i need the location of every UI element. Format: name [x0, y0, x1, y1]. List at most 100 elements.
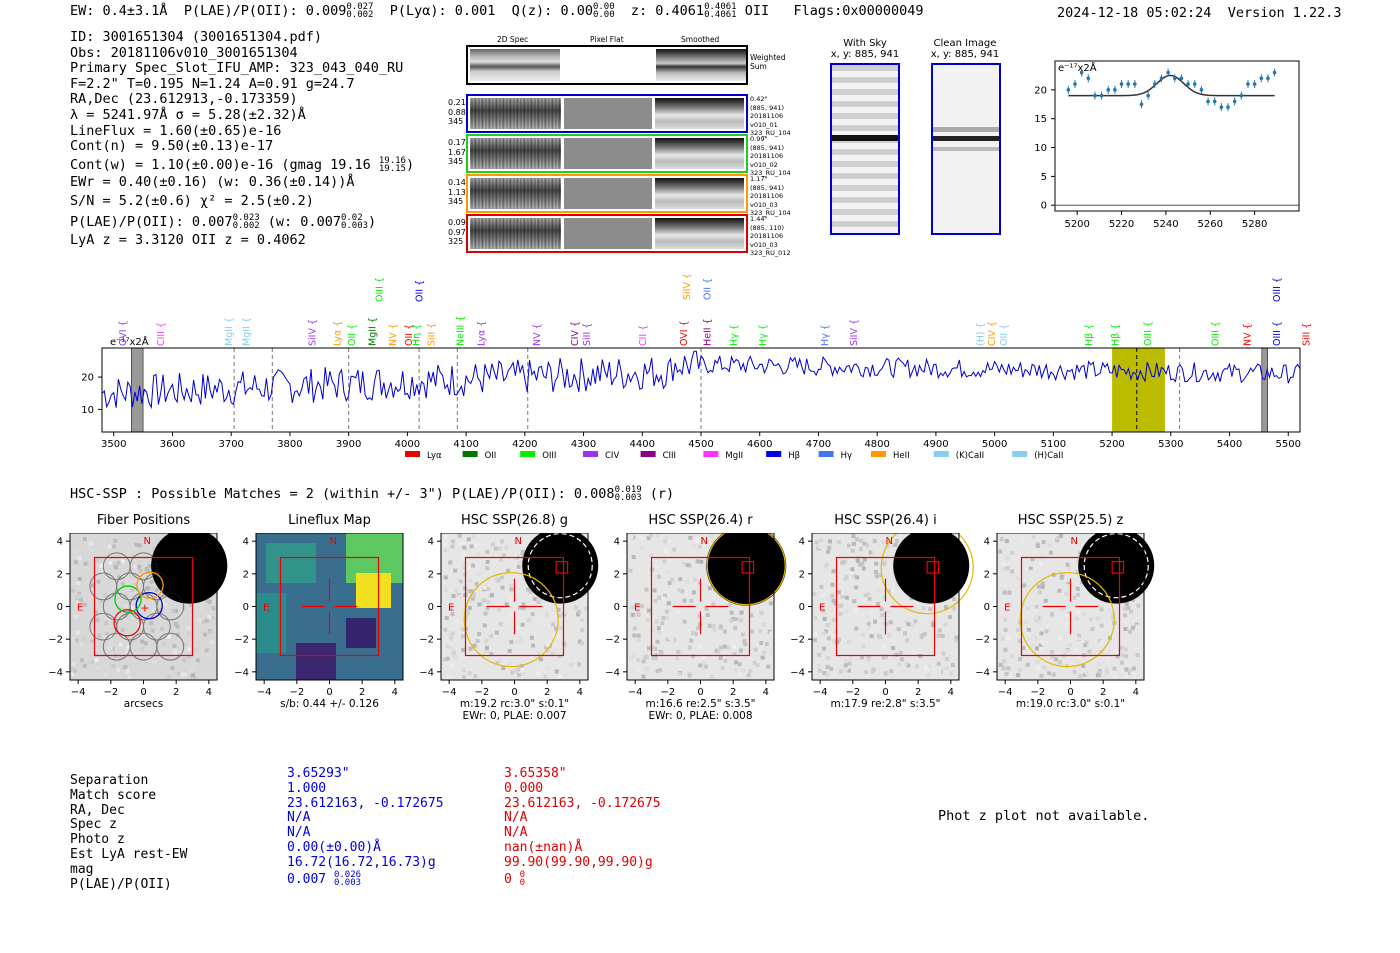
- svg-text:OII {: OII {: [999, 324, 1010, 346]
- image-panel: N E 4 2 0 −2 −4 −4 −2 0 2 4: [419, 533, 599, 698]
- table-label: Spec z: [70, 817, 117, 833]
- aperture-box: [835, 556, 936, 657]
- legend-label: (K)CaII: [956, 451, 984, 461]
- panel-xtick: 0: [511, 687, 517, 698]
- match-col-2: 3.65358" 0.000 23.612163, -0.172675 N/A N/A n…: [504, 766, 661, 887]
- header-datetime-version: 2024-12-18 05:02:24 Version 1.22.3: [1057, 5, 1342, 21]
- svg-text:Hγ {: Hγ {: [729, 324, 740, 346]
- svg-text:NeIII {: NeIII {: [456, 316, 467, 346]
- col-header-flat: Pixel Flat: [590, 35, 624, 44]
- svg-text:OVI {: OVI {: [118, 320, 129, 346]
- legend-label: Hγ: [841, 451, 852, 461]
- legend-swatch: [818, 451, 834, 457]
- aperture-box: [93, 556, 194, 657]
- legend-swatch: [1012, 451, 1028, 457]
- info-lineflux: LineFlux = 1.60(±0.65)e-16: [70, 122, 282, 139]
- panel-xtick: −4: [998, 687, 1013, 698]
- compass-east: E: [263, 603, 269, 614]
- zoom-ytick-label: 0: [1041, 201, 1047, 212]
- svg-text:Lyα {: Lyα {: [332, 321, 343, 346]
- image-panel: N E 4 2 0 −2 −4 −4 −2 0 2 4: [234, 533, 404, 698]
- panel-title: Fiber Positions: [96, 513, 191, 528]
- table-label: Separation: [70, 773, 149, 788]
- aperture-box: [464, 556, 565, 657]
- zoom-data-point: [1073, 82, 1077, 86]
- emission-line-label: MgII {: [368, 317, 379, 346]
- svg-text:Hη {: Hη {: [412, 324, 423, 346]
- table-cell: 0.007 0.026 0.003: [287, 869, 362, 888]
- spectrum-row: [466, 134, 748, 173]
- svg-text:SiII {: SiII {: [582, 323, 593, 346]
- legend-label: HeII: [893, 451, 910, 461]
- emission-line-label: OIII {: [1272, 321, 1283, 346]
- row-smooth-stamp: [655, 98, 744, 129]
- row-values: 0.09 0.97 325: [448, 218, 466, 246]
- spectrum-xtick-label: 4100: [453, 439, 478, 450]
- spectrum-ytick-label: 10: [81, 405, 94, 416]
- row-notes: 1.44" (885, 110) 20181106 v010_03 323_RU_012: [750, 215, 791, 257]
- table-cell: 0.000: [504, 780, 544, 796]
- panel-xtick: −4: [628, 687, 643, 698]
- panel-xtick: 4: [392, 687, 398, 698]
- spectrum-xtick-label: 3500: [101, 439, 126, 450]
- panel-title: HSC SSP(26.4) r: [648, 513, 753, 528]
- panel-xtick: 4: [206, 687, 212, 698]
- table-label: Match score: [70, 787, 157, 803]
- row-notes: 1.17" (885, 941) 20181106 v010_03 323_RU_104: [750, 175, 791, 217]
- panel-ytick: 2: [57, 569, 63, 580]
- emission-line-label: OIII {: [1272, 277, 1283, 302]
- emission-line-label: HeII {: [702, 318, 713, 346]
- svg-text:MgII {: MgII {: [241, 317, 252, 346]
- compass-north: N: [330, 536, 337, 547]
- compass-east: E: [1004, 603, 1010, 614]
- compass-north: N: [1071, 536, 1078, 547]
- svg-text:NV {: NV {: [1243, 323, 1254, 346]
- info-params: F=2.2" T=0.195 N=1.24 A=0.91 g=24.7: [70, 75, 355, 92]
- panel-caption: m:19.2 rc:3.0" s:0.1": [459, 698, 570, 710]
- panel-title: HSC SSP(26.4) i: [834, 513, 937, 528]
- svg-text:OIII {: OIII {: [1143, 321, 1154, 346]
- spectrum-xtick-label: 4700: [806, 439, 831, 450]
- panel-caption: arcsecs: [123, 698, 164, 710]
- panel-ytick: 0: [57, 602, 63, 613]
- table-cell: N/A: [504, 825, 528, 841]
- panel-xtick: 4: [1133, 687, 1139, 698]
- emission-line-label: Hγ {: [820, 324, 831, 346]
- svg-text:OIII {: OIII {: [375, 277, 386, 302]
- aperture-box: [279, 556, 380, 657]
- spectrum-unit-label: e⁻¹⁷x2Å: [110, 335, 149, 348]
- compass-north: N: [886, 536, 893, 547]
- with-sky-image: [830, 63, 900, 235]
- masked-region: [1261, 347, 1268, 433]
- row-smooth-stamp: [655, 138, 744, 169]
- detection-info: ID: 3001651304 (3001651304.pdf) Obs: 201…: [70, 29, 414, 249]
- spectrum-xtick-label: 4300: [571, 439, 596, 450]
- emission-line-label: OII {: [415, 280, 426, 302]
- table-cell: 23.612163, -0.172675: [504, 795, 661, 811]
- legend-swatch: [583, 451, 598, 457]
- panel-ytick: −2: [975, 635, 990, 646]
- spectrum-xtick-label: 3900: [336, 439, 361, 450]
- emission-line-label: NV {: [388, 323, 399, 346]
- spectrum-xtick-label: 5300: [1158, 439, 1183, 450]
- emission-line-label: SiII {: [1301, 323, 1312, 346]
- row-smooth-stamp: [655, 178, 744, 209]
- panel-caption: m:16.6 re:2.5" s:3.5": [645, 698, 756, 710]
- legend-label: OII: [485, 451, 497, 461]
- panel-caption-2: EWr: 0, PLAE: 0.008: [648, 710, 753, 722]
- panel-ytick: 0: [984, 602, 990, 613]
- emission-line-label: SiII {: [426, 323, 437, 346]
- legend-swatch: [703, 451, 719, 457]
- emission-line-label: Hβ {: [1111, 324, 1122, 346]
- spectrum-trace: [101, 350, 1301, 410]
- spectrum-xtick-label: 5500: [1276, 439, 1301, 450]
- info-sn: S/N = 5.2(±0.6) χ² = 2.5(±0.2): [70, 192, 314, 209]
- panel-ytick: 4: [428, 537, 434, 548]
- panel-ytick: 2: [614, 569, 620, 580]
- zoom-data-point: [1139, 102, 1144, 107]
- panel-xtick: 4: [763, 687, 769, 698]
- svg-text:(H) {: (H) {: [975, 322, 986, 346]
- zoom-data-point: [1106, 88, 1111, 92]
- emission-line-label: (H) {: [975, 322, 986, 346]
- legend-label: Hβ: [788, 451, 800, 461]
